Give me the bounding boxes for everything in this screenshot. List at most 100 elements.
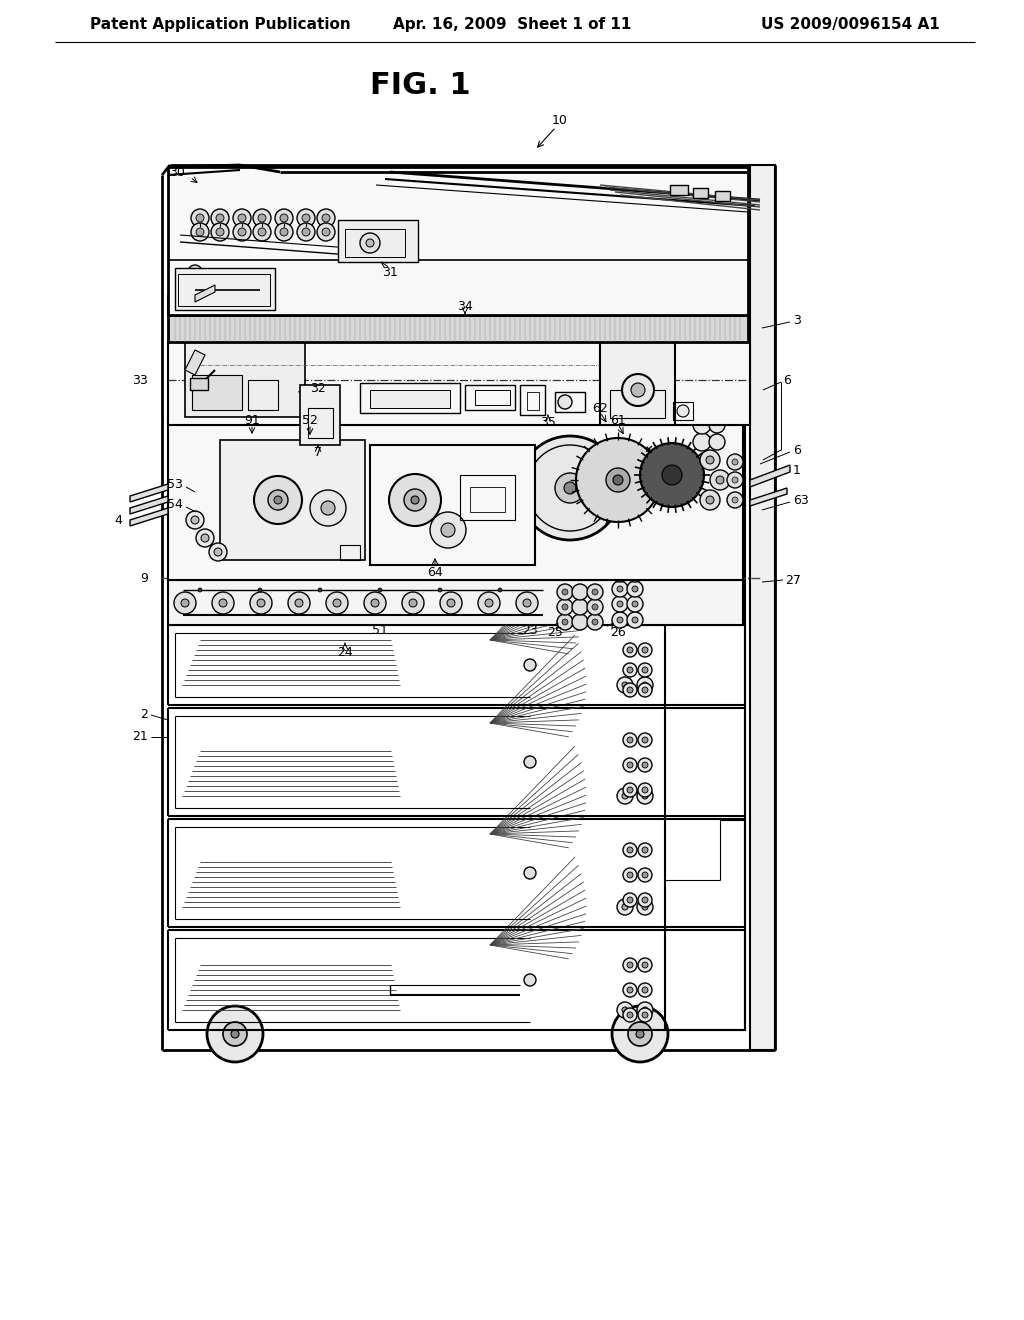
Circle shape <box>627 847 633 853</box>
Text: Apr. 16, 2009  Sheet 1 of 11: Apr. 16, 2009 Sheet 1 of 11 <box>393 17 631 33</box>
Bar <box>370 445 535 565</box>
Circle shape <box>623 894 637 907</box>
Circle shape <box>258 228 266 236</box>
Circle shape <box>318 587 322 591</box>
Circle shape <box>572 599 588 615</box>
Circle shape <box>623 958 637 972</box>
Circle shape <box>317 209 335 227</box>
Text: 2: 2 <box>140 709 148 722</box>
Bar <box>168 168 748 315</box>
Bar <box>665 341 745 1030</box>
Circle shape <box>191 209 209 227</box>
Bar <box>370 389 450 408</box>
Circle shape <box>193 269 198 275</box>
Circle shape <box>612 612 628 628</box>
Circle shape <box>627 581 643 597</box>
Bar <box>175 268 275 310</box>
Circle shape <box>706 455 714 465</box>
Circle shape <box>555 473 585 503</box>
Circle shape <box>642 847 648 853</box>
Circle shape <box>627 987 633 993</box>
Circle shape <box>430 512 466 548</box>
Circle shape <box>238 214 246 222</box>
Circle shape <box>524 659 536 671</box>
Circle shape <box>196 214 204 222</box>
Circle shape <box>627 686 633 693</box>
Text: 32: 32 <box>310 381 326 395</box>
Circle shape <box>253 223 271 242</box>
Circle shape <box>485 599 493 607</box>
Circle shape <box>662 465 682 484</box>
Circle shape <box>516 591 538 614</box>
Circle shape <box>203 273 217 286</box>
Circle shape <box>219 599 227 607</box>
Circle shape <box>638 843 652 857</box>
Bar <box>475 389 510 405</box>
Circle shape <box>562 619 568 624</box>
Polygon shape <box>195 285 215 302</box>
Circle shape <box>617 572 623 577</box>
Circle shape <box>627 762 633 768</box>
Circle shape <box>257 599 265 607</box>
Circle shape <box>258 587 262 591</box>
Text: 27: 27 <box>785 573 801 586</box>
Circle shape <box>575 438 660 521</box>
Circle shape <box>366 239 374 247</box>
Circle shape <box>409 599 417 607</box>
Circle shape <box>297 209 315 227</box>
Circle shape <box>524 756 536 768</box>
Circle shape <box>191 223 209 242</box>
Text: 35: 35 <box>540 416 556 429</box>
Text: 26: 26 <box>610 626 626 639</box>
Circle shape <box>627 667 633 673</box>
Circle shape <box>606 469 630 492</box>
Bar <box>168 420 743 579</box>
Circle shape <box>207 1006 263 1063</box>
Bar <box>465 385 515 411</box>
Circle shape <box>402 591 424 614</box>
Circle shape <box>627 647 633 653</box>
Circle shape <box>642 667 648 673</box>
Bar <box>670 185 688 195</box>
Circle shape <box>557 599 573 615</box>
Circle shape <box>322 228 330 236</box>
Circle shape <box>627 1012 633 1018</box>
Circle shape <box>238 228 246 236</box>
Circle shape <box>233 223 251 242</box>
Circle shape <box>732 477 738 483</box>
Circle shape <box>438 587 442 591</box>
Circle shape <box>333 599 341 607</box>
Circle shape <box>716 477 724 484</box>
Circle shape <box>638 758 652 772</box>
Circle shape <box>617 616 623 623</box>
Circle shape <box>632 586 638 591</box>
Text: 9: 9 <box>140 572 148 585</box>
Circle shape <box>631 383 645 397</box>
Circle shape <box>216 214 224 222</box>
Bar <box>308 408 333 438</box>
Circle shape <box>710 470 730 490</box>
Circle shape <box>364 591 386 614</box>
Circle shape <box>623 1008 637 1022</box>
Circle shape <box>612 581 628 597</box>
Polygon shape <box>750 465 790 487</box>
Bar <box>715 191 730 201</box>
Circle shape <box>638 643 652 657</box>
Circle shape <box>622 904 628 909</box>
Text: 52: 52 <box>302 413 317 426</box>
Circle shape <box>617 899 633 915</box>
Circle shape <box>196 228 204 236</box>
Circle shape <box>638 682 652 697</box>
Circle shape <box>709 434 725 450</box>
Circle shape <box>693 416 711 434</box>
Circle shape <box>209 543 227 561</box>
Circle shape <box>642 787 648 793</box>
Circle shape <box>557 614 573 630</box>
Circle shape <box>700 450 720 470</box>
Text: 33: 33 <box>132 374 148 387</box>
Circle shape <box>638 869 652 882</box>
Circle shape <box>447 599 455 607</box>
Circle shape <box>322 214 330 222</box>
Text: 21: 21 <box>132 730 148 743</box>
Circle shape <box>188 265 202 279</box>
